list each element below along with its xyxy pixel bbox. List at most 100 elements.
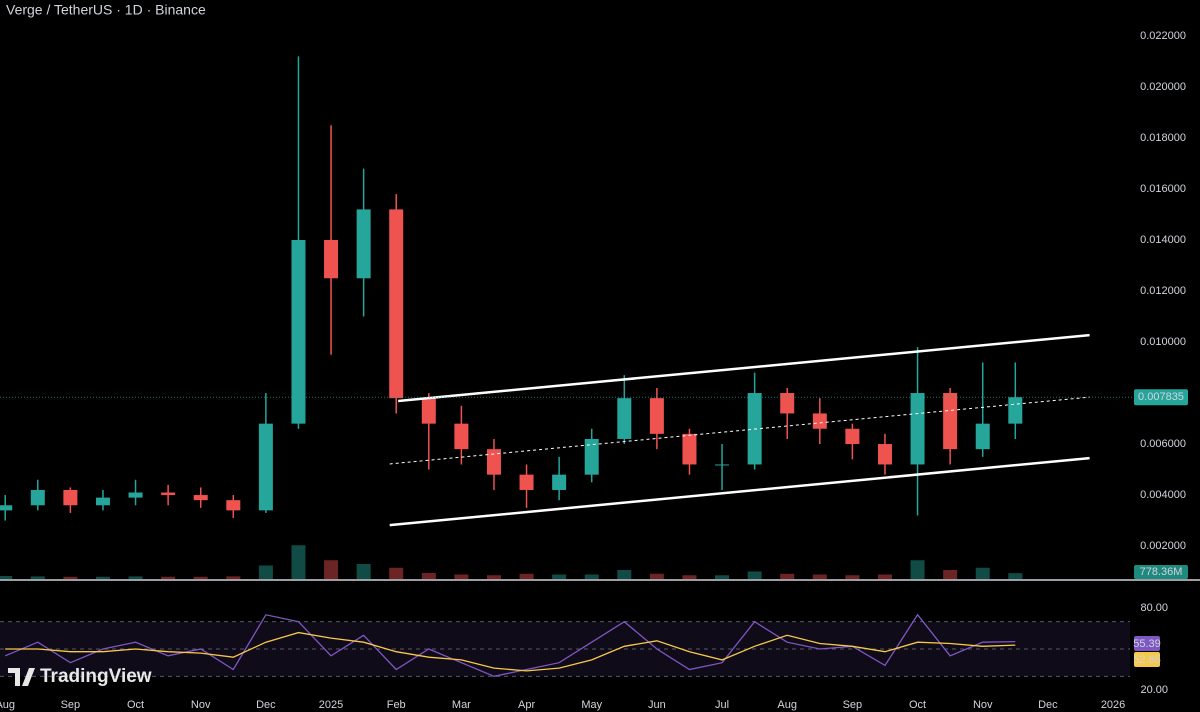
volume-bar — [63, 576, 78, 579]
volume-bar — [1008, 573, 1023, 579]
candle-body — [291, 240, 306, 424]
x-tick-label: Jun — [648, 699, 666, 711]
candle-body — [519, 474, 534, 490]
channel-line — [389, 456, 1090, 527]
candle-body — [1008, 397, 1023, 424]
logo: TradingView — [8, 666, 152, 687]
candle-body — [389, 209, 404, 399]
volume-bar — [845, 575, 860, 579]
volume-bar — [226, 576, 241, 579]
candle-body — [193, 495, 208, 501]
candle-body — [226, 500, 241, 511]
candle-body — [715, 464, 730, 466]
rsi-tick-label: 80.00 — [1140, 602, 1168, 614]
candle-body — [584, 438, 599, 475]
last-price-label: 0.007835 — [1138, 391, 1184, 403]
x-tick-label: May — [581, 699, 602, 711]
volume-bar — [421, 573, 436, 579]
volume-bar — [193, 576, 208, 579]
y-tick-label: 0.016000 — [1140, 183, 1186, 195]
volume-bar — [291, 545, 306, 579]
volume-bar — [649, 573, 664, 579]
candle-body — [943, 393, 958, 450]
x-tick-label: Sep — [843, 699, 863, 711]
volume-bar — [682, 575, 697, 579]
volume-bar — [161, 576, 176, 579]
x-tick-label: Aug — [777, 699, 797, 711]
volume-bar — [877, 574, 892, 579]
y-tick-label: 0.022000 — [1140, 30, 1186, 42]
y-tick-label: 0.004000 — [1140, 489, 1186, 501]
y-tick-label: 0.002000 — [1140, 540, 1186, 552]
y-tick-label: 0.018000 — [1140, 132, 1186, 144]
x-tick-label: Oct — [909, 699, 926, 711]
candle-body — [63, 489, 78, 506]
x-tick-label: 2025 — [319, 699, 343, 711]
volume-bar — [389, 567, 404, 579]
x-tick-label: Oct — [127, 699, 144, 711]
rsi-ma-last-label: 52.85 — [1133, 654, 1161, 666]
x-tick-label: Dec — [1038, 699, 1058, 711]
x-tick-label: Aug — [0, 699, 15, 711]
last-price-box — [1134, 389, 1188, 406]
candle-body — [0, 505, 13, 511]
volume-bar — [552, 574, 567, 579]
candle-body — [128, 492, 143, 498]
volume-bar — [324, 560, 339, 579]
rsi-ma-last-box — [1134, 652, 1160, 667]
x-tick-label: Jul — [715, 699, 729, 711]
volume-bar — [356, 564, 371, 579]
rsi-tick-label: 20.00 — [1140, 684, 1168, 696]
x-tick-label: Nov — [973, 699, 993, 711]
candle-body — [95, 497, 110, 506]
candle-body — [649, 398, 664, 434]
volume-bar — [454, 574, 469, 579]
x-tick-label: Nov — [191, 699, 211, 711]
volume-bar — [943, 570, 958, 579]
x-tick-label: Mar — [452, 699, 471, 711]
volume-bar — [486, 575, 501, 579]
volume-bar — [0, 576, 13, 579]
candle-body — [161, 492, 176, 496]
x-tick-label: Dec — [256, 699, 276, 711]
y-tick-label: 0.020000 — [1140, 81, 1186, 93]
candle-body — [258, 423, 273, 511]
rsi-line — [4, 613, 1016, 677]
candle-body — [845, 428, 860, 445]
candle-body — [682, 433, 697, 465]
y-tick-label: 0.014000 — [1140, 234, 1186, 246]
candle-body — [910, 393, 925, 465]
candle-body — [877, 444, 892, 465]
rsi-last-box — [1134, 636, 1160, 651]
candle-body — [617, 398, 632, 439]
candle-body — [975, 423, 990, 450]
channel-line — [398, 333, 1090, 403]
volume-bar — [715, 575, 730, 579]
candle-body — [812, 413, 827, 429]
candle-body — [324, 240, 339, 279]
y-tick-label: 0.012000 — [1140, 285, 1186, 297]
logo-icon — [8, 668, 35, 686]
volume-bar — [975, 567, 990, 579]
volume-bar — [780, 573, 795, 579]
x-tick-label: Apr — [518, 699, 535, 711]
rsi-last-label: 55.39 — [1133, 638, 1161, 650]
volume-last-label: 778.36M — [1140, 566, 1183, 578]
volume-bar — [584, 574, 599, 579]
volume-bar — [747, 571, 762, 579]
volume-last-box — [1134, 565, 1188, 579]
volume-bar — [258, 565, 273, 579]
volume-bar — [617, 570, 632, 579]
candle-body — [421, 398, 436, 424]
volume-bar — [128, 576, 143, 579]
candle-body — [552, 474, 567, 490]
logo-text: TradingView — [40, 666, 152, 687]
chart-title: Verge / TetherUS · 1D · Binance — [6, 2, 206, 18]
volume-bar — [95, 576, 110, 579]
x-tick-label: Feb — [387, 699, 406, 711]
candle-body — [356, 209, 371, 279]
x-tick-label: 2026 — [1101, 699, 1125, 711]
candle-body — [780, 393, 795, 414]
